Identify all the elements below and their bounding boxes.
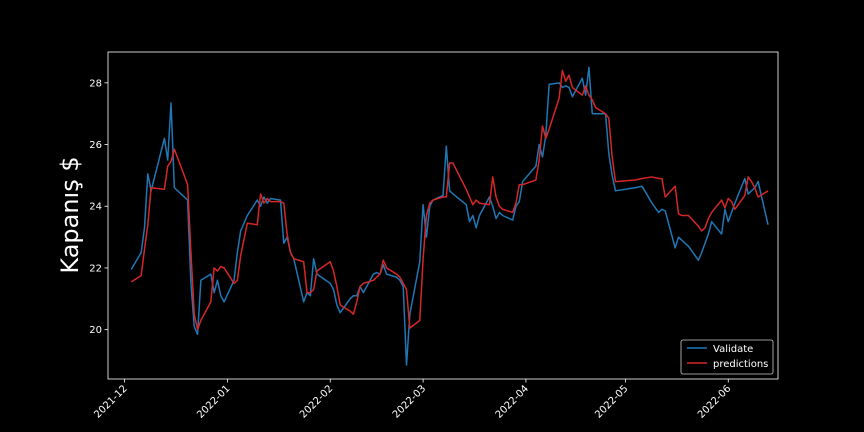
legend-label-predictions: predictions [713,359,768,370]
legend-label-validate: Validate [713,344,753,355]
y-tick-label: 24 [89,202,102,213]
series-layer [130,66,769,366]
y-tick-label: 22 [89,263,102,274]
y-tick-label: 26 [89,140,102,151]
plot-background [108,52,778,379]
plot-frame [107,51,779,380]
series-line-validate [130,66,769,366]
series-line-predictions [130,69,769,331]
legend: Validate predictions [680,339,774,375]
y-tick-label: 28 [89,78,102,89]
y-axis: 20 22 24 26 28 [89,78,108,336]
y-axis-label: Kapanış $ [56,156,84,273]
y-tick-label: 20 [89,325,102,336]
